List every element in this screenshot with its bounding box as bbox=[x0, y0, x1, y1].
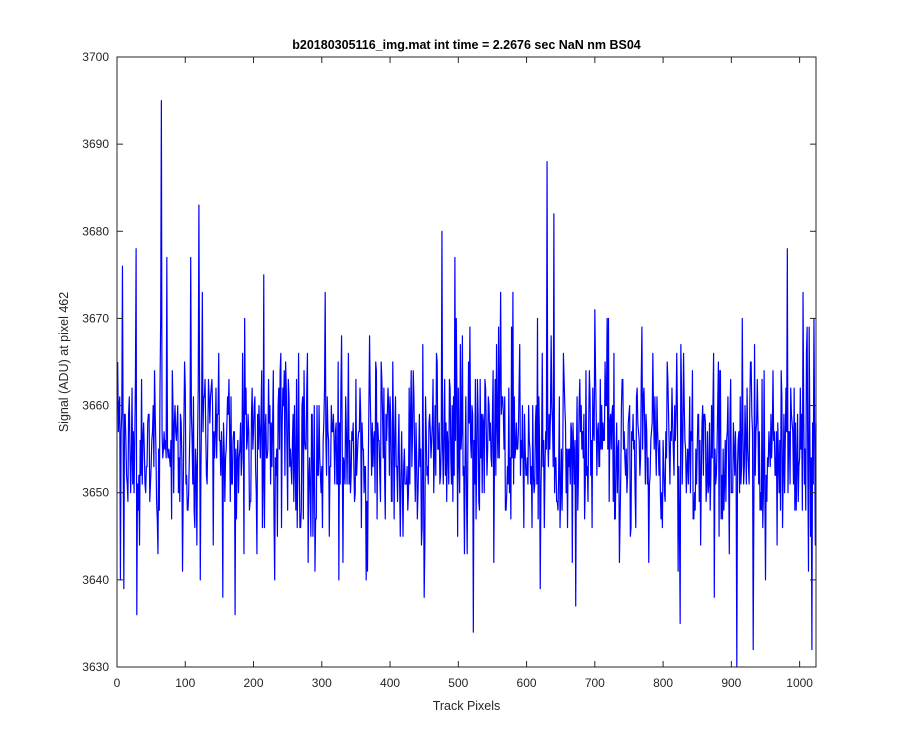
x-tick-label: 500 bbox=[448, 676, 468, 690]
y-tick-label: 3630 bbox=[82, 660, 109, 674]
y-tick-label: 3640 bbox=[82, 573, 109, 587]
x-tick-label: 700 bbox=[585, 676, 605, 690]
plot-frame bbox=[116, 56, 817, 668]
x-tick-label: 1000 bbox=[786, 676, 813, 690]
chart-title: b20180305116_img.mat int time = 2.2676 s… bbox=[292, 38, 641, 52]
plot-area bbox=[117, 57, 816, 667]
y-tick-label: 3690 bbox=[82, 137, 109, 151]
y-tick-label: 3660 bbox=[82, 399, 109, 413]
x-tick-label: 800 bbox=[653, 676, 673, 690]
y-axis-label: Signal (ADU) at pixel 462 bbox=[57, 292, 71, 432]
x-tick-label: 0 bbox=[114, 676, 121, 690]
x-tick-label: 600 bbox=[517, 676, 537, 690]
y-tick-label: 3680 bbox=[82, 224, 109, 238]
y-tick-label: 3700 bbox=[82, 50, 109, 64]
x-tick-label: 200 bbox=[244, 676, 264, 690]
signal-series-line bbox=[117, 99, 817, 668]
x-tick-label: 100 bbox=[175, 676, 195, 690]
ticks-layer: 0 100 200 300 400 500 600 700 800 900 1000 3630 3640… bbox=[82, 50, 816, 690]
y-tick-label: 3670 bbox=[82, 311, 109, 325]
series-layer bbox=[117, 99, 817, 668]
x-tick-label: 300 bbox=[312, 676, 332, 690]
x-tick-label: 400 bbox=[380, 676, 400, 690]
x-axis-label: Track Pixels bbox=[433, 699, 501, 713]
x-tick-label: 900 bbox=[721, 676, 741, 690]
y-tick-label: 3650 bbox=[82, 486, 109, 500]
